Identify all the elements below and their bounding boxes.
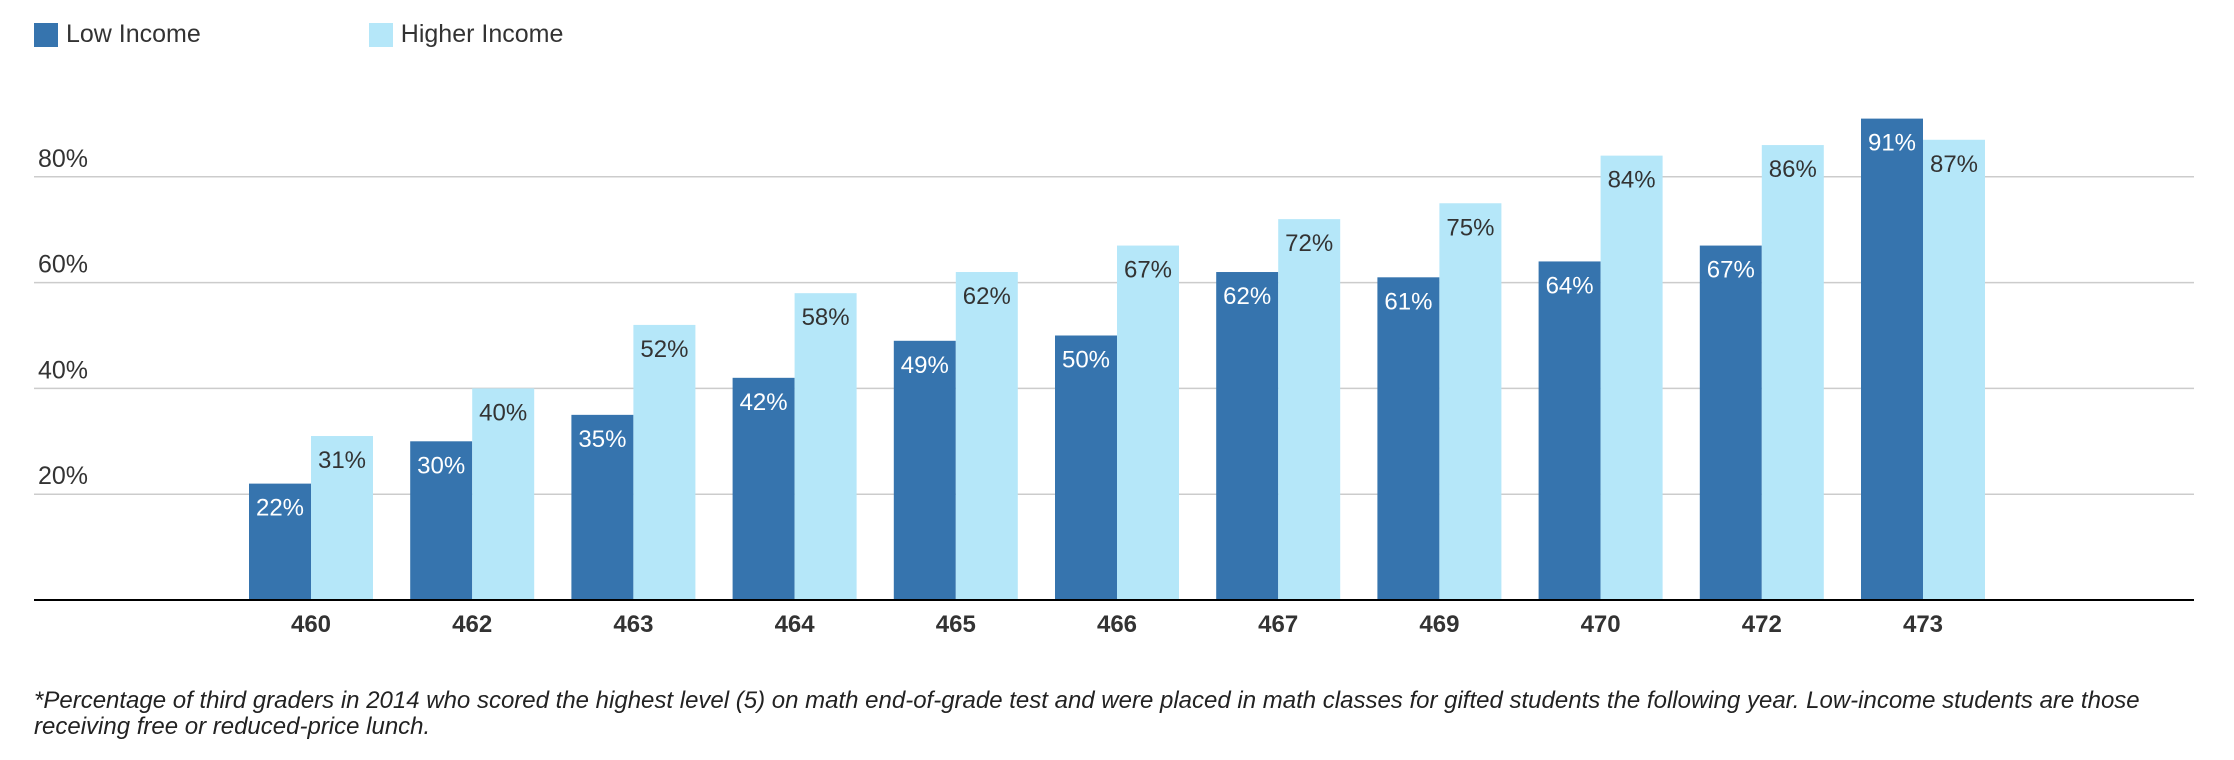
- y-tick-label-40: 40%: [38, 356, 88, 384]
- legend-label-higher-income: Higher Income: [400, 20, 564, 48]
- data-label-higher-income-462: 40%: [479, 399, 527, 426]
- bar-low-income-469: [1377, 277, 1440, 600]
- bar-higher-income-463: [633, 324, 696, 600]
- x-tick-label-473: 473: [1903, 611, 1943, 638]
- x-tick-label-460: 460: [291, 611, 331, 638]
- data-label-higher-income-473: 87%: [1930, 151, 1978, 178]
- data-label-low-income-469: 61%: [1384, 288, 1432, 315]
- data-label-higher-income-466: 67%: [1124, 257, 1172, 284]
- data-label-low-income-464: 42%: [740, 389, 788, 416]
- x-tick-label-470: 470: [1581, 611, 1621, 638]
- data-label-low-income-470: 64%: [1546, 272, 1594, 299]
- x-tick-labels: 460 462 463 464 465 466 467 469 470 472 473: [291, 611, 1943, 638]
- data-label-higher-income-467: 72%: [1285, 230, 1333, 257]
- data-label-low-income-465: 49%: [901, 352, 949, 379]
- x-tick-label-472: 472: [1742, 611, 1782, 638]
- bar-low-income-462: [410, 441, 473, 600]
- bar-higher-income-467: [1278, 219, 1341, 600]
- y-tick-label-60: 60%: [38, 251, 88, 279]
- data-label-higher-income-464: 58%: [802, 304, 850, 331]
- data-label-low-income-463: 35%: [578, 426, 626, 453]
- bar-higher-income-462: [472, 388, 535, 600]
- data-label-low-income-462: 30%: [417, 452, 465, 479]
- footnote: *Percentage of third graders in 2014 who…: [34, 687, 2140, 740]
- data-label-higher-income-460: 31%: [318, 447, 366, 474]
- data-label-low-income-472: 67%: [1707, 257, 1755, 284]
- data-label-higher-income-463: 52%: [640, 336, 688, 363]
- bar-higher-income-472: [1761, 145, 1824, 600]
- bar-higher-income-460: [311, 436, 373, 600]
- x-tick-label-465: 465: [936, 611, 976, 638]
- x-tick-label-463: 463: [613, 611, 653, 638]
- y-tick-labels: 20% 40% 60% 80%: [38, 145, 88, 490]
- bars: [249, 118, 1985, 601]
- legend: Low Income Higher Income: [34, 20, 563, 49]
- data-label-low-income-467: 62%: [1223, 283, 1271, 310]
- bar-low-income-467: [1216, 272, 1279, 600]
- bar-low-income-466: [1055, 335, 1117, 600]
- bar-low-income-473: [1861, 118, 1923, 601]
- bar-low-income-463: [571, 414, 634, 600]
- legend-item-higher-income: Higher Income: [368, 20, 564, 49]
- legend-label-low-income: Low Income: [66, 20, 201, 48]
- bar-low-income-464: [732, 377, 795, 600]
- x-tick-label-464: 464: [775, 611, 816, 638]
- data-label-low-income-460: 22%: [256, 495, 304, 522]
- data-labels: 22% 31% 30% 40% 35% 52% 42% 58% 49% 62% 50% 67% 62% 7…: [256, 130, 1978, 522]
- data-label-higher-income-470: 84%: [1608, 167, 1656, 194]
- legend-swatch-low-income: [34, 22, 58, 47]
- bar-higher-income-469: [1439, 203, 1502, 600]
- bar-chart: 22% 31% 30% 40% 35% 52% 42% 58% 49% 62% 50% 67% 62% 7…: [34, 118, 2194, 638]
- bar-higher-income-470: [1600, 155, 1663, 600]
- x-tick-label-466: 466: [1097, 611, 1137, 638]
- y-tick-label-20: 20%: [38, 462, 88, 490]
- data-label-low-income-473: 91%: [1868, 130, 1916, 157]
- legend-swatch-higher-income: [368, 22, 393, 47]
- bar-low-income-470: [1538, 261, 1601, 600]
- x-tick-label-467: 467: [1258, 611, 1298, 638]
- bar-higher-income-466: [1117, 245, 1179, 600]
- bar-low-income-460: [249, 483, 311, 600]
- bar-higher-income-473: [1923, 139, 1985, 600]
- legend-item-low-income: Low Income: [34, 20, 201, 49]
- data-label-higher-income-472: 86%: [1769, 156, 1817, 183]
- x-tick-label-462: 462: [452, 611, 492, 638]
- data-label-higher-income-469: 75%: [1446, 214, 1494, 241]
- bar-higher-income-465: [955, 272, 1018, 600]
- x-tick-label-469: 469: [1419, 611, 1459, 638]
- bar-low-income-472: [1699, 245, 1762, 600]
- y-tick-label-80: 80%: [38, 145, 88, 173]
- data-label-higher-income-465: 62%: [963, 283, 1011, 310]
- data-label-low-income-466: 50%: [1062, 347, 1110, 374]
- bar-higher-income-464: [794, 293, 857, 600]
- bar-low-income-465: [893, 340, 956, 600]
